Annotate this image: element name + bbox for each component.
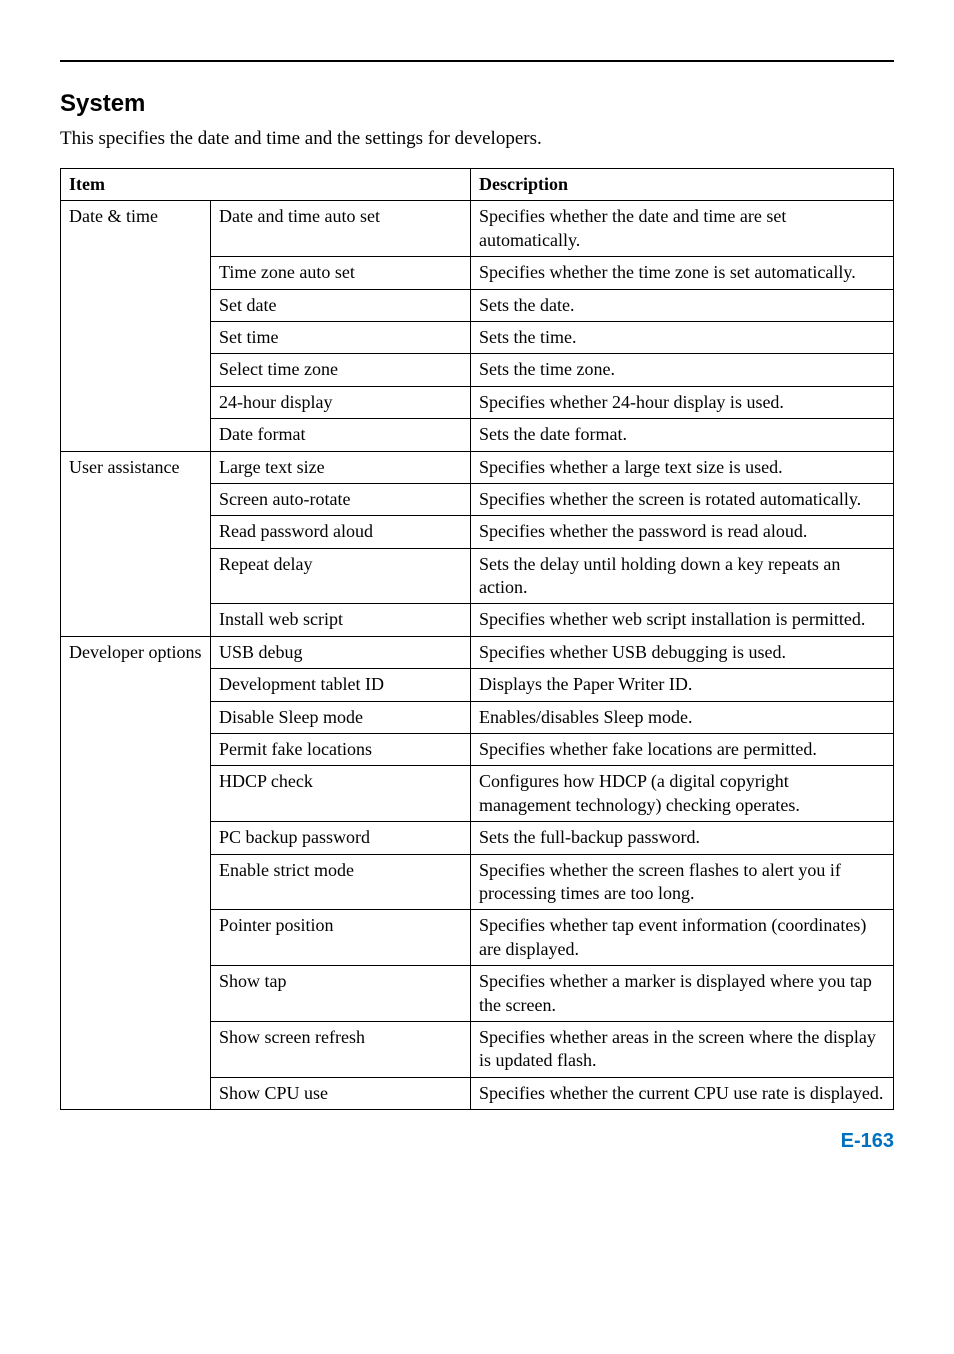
category-cell: Date & time [61, 201, 211, 451]
item-cell: Repeat delay [211, 548, 471, 604]
item-cell: Development tablet ID [211, 669, 471, 701]
intro-text: This specifies the date and time and the… [60, 128, 894, 150]
item-cell: Set time [211, 321, 471, 353]
item-cell: 24-hour display [211, 386, 471, 418]
description-cell: Specifies whether the screen flashes to … [471, 854, 894, 910]
item-cell: Date format [211, 419, 471, 451]
description-cell: Specifies whether fake locations are per… [471, 734, 894, 766]
category-cell: User assistance [61, 451, 211, 636]
description-cell: Sets the date format. [471, 419, 894, 451]
item-cell: Permit fake locations [211, 734, 471, 766]
description-cell: Configures how HDCP (a digital copyright… [471, 766, 894, 822]
item-cell: Screen auto-rotate [211, 483, 471, 515]
description-cell: Specifies whether web script installatio… [471, 604, 894, 636]
item-cell: Select time zone [211, 354, 471, 386]
description-cell: Specifies whether USB debugging is used. [471, 636, 894, 668]
description-cell: Sets the time zone. [471, 354, 894, 386]
description-cell: Specifies whether a marker is displayed … [471, 966, 894, 1022]
description-cell: Specifies whether the screen is rotated … [471, 483, 894, 515]
description-cell: Specifies whether the time zone is set a… [471, 257, 894, 289]
description-cell: Specifies whether areas in the screen wh… [471, 1021, 894, 1077]
description-cell: Specifies whether the password is read a… [471, 516, 894, 548]
header-item: Item [61, 169, 471, 201]
item-cell: HDCP check [211, 766, 471, 822]
description-cell: Specifies whether tap event information … [471, 910, 894, 966]
item-cell: Show screen refresh [211, 1021, 471, 1077]
description-cell: Sets the delay until holding down a key … [471, 548, 894, 604]
top-rule [60, 60, 894, 62]
table-row: Date & timeDate and time auto setSpecifi… [61, 201, 894, 257]
item-cell: Pointer position [211, 910, 471, 966]
item-cell: Disable Sleep mode [211, 701, 471, 733]
section-title: System [60, 90, 894, 118]
header-description: Description [471, 169, 894, 201]
item-cell: USB debug [211, 636, 471, 668]
description-cell: Sets the full-backup password. [471, 822, 894, 854]
description-cell: Sets the time. [471, 321, 894, 353]
category-cell: Developer options [61, 636, 211, 1109]
settings-table: Item Description Date & timeDate and tim… [60, 168, 894, 1110]
description-cell: Enables/disables Sleep mode. [471, 701, 894, 733]
description-cell: Specifies whether the current CPU use ra… [471, 1077, 894, 1109]
item-cell: Install web script [211, 604, 471, 636]
description-cell: Specifies whether the date and time are … [471, 201, 894, 257]
item-cell: Date and time auto set [211, 201, 471, 257]
item-cell: PC backup password [211, 822, 471, 854]
page-number: E-163 [60, 1130, 894, 1153]
item-cell: Set date [211, 289, 471, 321]
item-cell: Time zone auto set [211, 257, 471, 289]
table-row: Developer optionsUSB debugSpecifies whet… [61, 636, 894, 668]
item-cell: Read password aloud [211, 516, 471, 548]
description-cell: Specifies whether a large text size is u… [471, 451, 894, 483]
table-row: User assistanceLarge text sizeSpecifies … [61, 451, 894, 483]
table-header-row: Item Description [61, 169, 894, 201]
item-cell: Show tap [211, 966, 471, 1022]
description-cell: Displays the Paper Writer ID. [471, 669, 894, 701]
item-cell: Enable strict mode [211, 854, 471, 910]
item-cell: Large text size [211, 451, 471, 483]
description-cell: Sets the date. [471, 289, 894, 321]
item-cell: Show CPU use [211, 1077, 471, 1109]
description-cell: Specifies whether 24-hour display is use… [471, 386, 894, 418]
